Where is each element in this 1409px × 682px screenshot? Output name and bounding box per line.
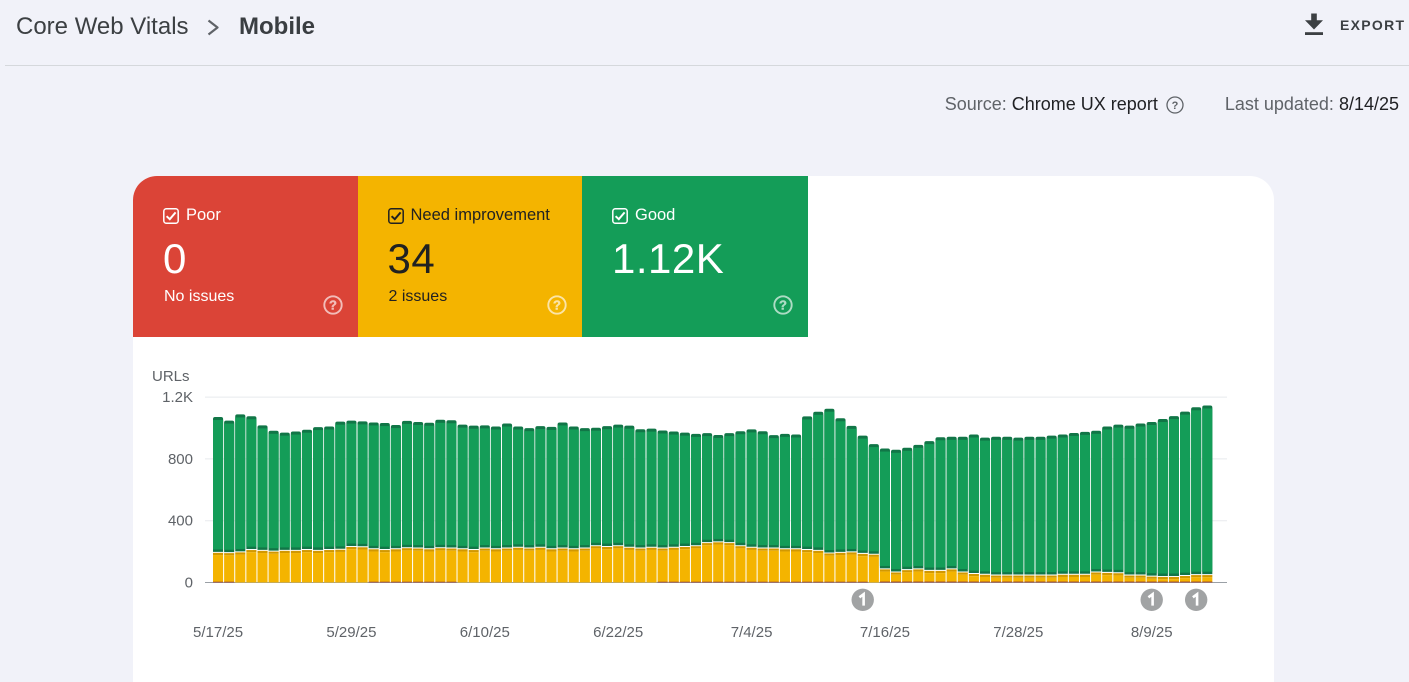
- svg-text:?: ?: [329, 297, 337, 312]
- svg-text:6/10/25: 6/10/25: [460, 624, 510, 641]
- svg-text:800: 800: [168, 451, 193, 468]
- svg-text:URLs: URLs: [152, 368, 190, 385]
- svg-text:?: ?: [1171, 100, 1178, 112]
- svg-text:8/9/25: 8/9/25: [1131, 624, 1173, 641]
- svg-text:?: ?: [553, 297, 561, 312]
- svg-text:7/4/25: 7/4/25: [731, 624, 773, 641]
- svg-text:5/29/25: 5/29/25: [326, 624, 376, 641]
- svg-text:5/17/25: 5/17/25: [193, 624, 243, 641]
- svg-text:6/22/25: 6/22/25: [593, 624, 643, 641]
- svg-text:0: 0: [185, 575, 193, 592]
- svg-text:7/16/25: 7/16/25: [860, 624, 910, 641]
- svg-text:7/28/25: 7/28/25: [993, 624, 1043, 641]
- svg-text:?: ?: [779, 297, 787, 312]
- svg-text:1.2K: 1.2K: [162, 389, 193, 406]
- svg-text:400: 400: [168, 513, 193, 530]
